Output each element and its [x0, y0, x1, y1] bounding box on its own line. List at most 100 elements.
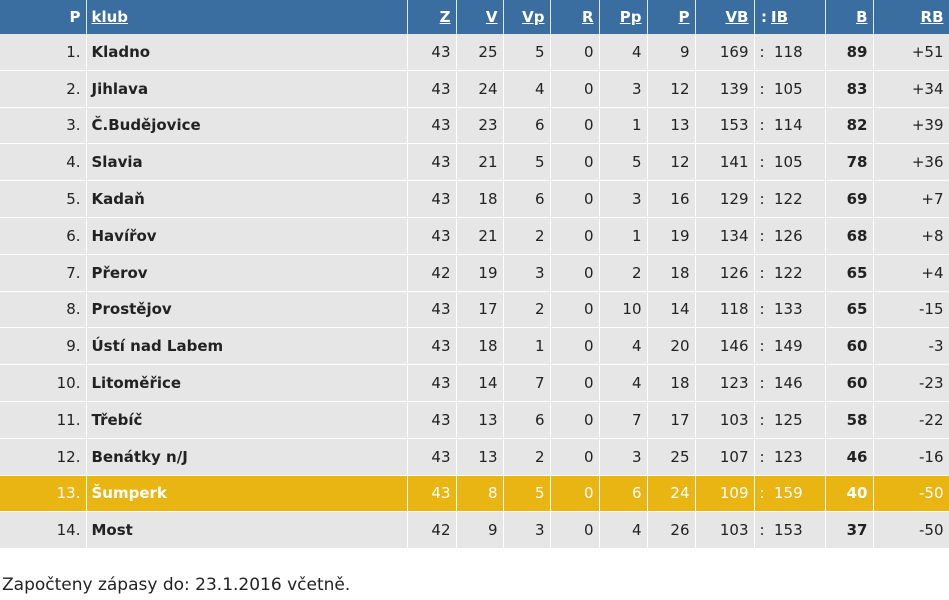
- draws-cell: 0: [550, 217, 600, 255]
- goals-for-cell: 103: [695, 511, 755, 550]
- header-overtime-wins-link[interactable]: Vp: [503, 0, 551, 34]
- club-name-cell: Litoměřice: [86, 364, 408, 402]
- goal-difference-cell: -22: [873, 401, 949, 439]
- wins-cell: 19: [456, 254, 504, 292]
- standings-table: P klub Z V Vp R Pp P VB : IB B RB 1. Klad…: [0, 0, 949, 550]
- goals-against-cell: 122: [769, 180, 826, 218]
- score-separator: :: [754, 291, 769, 329]
- overtime-wins-cell: 2: [503, 438, 551, 476]
- overtime-losses-cell: 4: [599, 364, 648, 402]
- losses-cell: 18: [647, 254, 696, 292]
- club-name-cell: Slavia: [86, 143, 408, 182]
- club-name-cell: Ústí nad Labem: [86, 327, 408, 366]
- goal-difference-cell: +34: [873, 70, 949, 108]
- table-row: 7. Přerov 42 19 3 0 2 18 126:122 65 +4: [0, 254, 949, 292]
- draws-cell: 0: [550, 143, 600, 182]
- overtime-wins-cell: 5: [503, 143, 551, 182]
- losses-cell: 24: [647, 475, 696, 513]
- losses-cell: 14: [647, 291, 696, 329]
- header-goals-for-link[interactable]: VB: [695, 0, 755, 34]
- table-row: 5. Kadaň 43 18 6 0 3 16 129:122 69 +7: [0, 180, 949, 218]
- score-separator: :: [754, 143, 769, 182]
- draws-cell: 0: [550, 34, 600, 71]
- score-separator: :: [754, 475, 769, 513]
- draws-cell: 0: [550, 364, 600, 402]
- overtime-wins-cell: 2: [503, 291, 551, 329]
- club-name-cell: Přerov: [86, 254, 408, 292]
- goal-difference-cell: +39: [873, 107, 949, 145]
- goals-against-cell: 105: [769, 70, 826, 108]
- goals-for-cell: 126: [695, 254, 755, 292]
- games-cell: 43: [407, 143, 457, 182]
- overtime-losses-cell: 4: [599, 327, 648, 366]
- header-draws-link[interactable]: R: [550, 0, 600, 34]
- position-cell: 12.: [0, 438, 87, 476]
- club-name-cell: Kladno: [86, 34, 408, 71]
- overtime-wins-cell: 3: [503, 254, 551, 292]
- wins-cell: 24: [456, 70, 504, 108]
- points-cell: 37: [825, 511, 874, 550]
- table-header-row: P klub Z V Vp R Pp P VB : IB B RB: [0, 0, 949, 34]
- header-goal-difference-link[interactable]: RB: [873, 0, 949, 34]
- points-cell: 65: [825, 254, 874, 292]
- table-row: 2. Jihlava 43 24 4 0 3 12 139:105 83 +34: [0, 70, 949, 108]
- points-cell: 58: [825, 401, 874, 439]
- header-losses-link[interactable]: P: [647, 0, 696, 34]
- draws-cell: 0: [550, 511, 600, 550]
- goal-difference-cell: +36: [873, 143, 949, 182]
- position-cell: 8.: [0, 291, 87, 329]
- position-cell: 4.: [0, 143, 87, 182]
- overtime-wins-cell: 7: [503, 364, 551, 402]
- goals-for-cell: 169: [695, 34, 755, 71]
- club-name-cell: Šumperk: [86, 475, 408, 513]
- goal-difference-cell: +4: [873, 254, 949, 292]
- header-points-link[interactable]: B: [825, 0, 874, 34]
- points-cell: 65: [825, 291, 874, 329]
- losses-cell: 18: [647, 364, 696, 402]
- wins-cell: 13: [456, 438, 504, 476]
- overtime-losses-cell: 4: [599, 34, 648, 71]
- score-separator: :: [754, 401, 769, 439]
- goals-for-cell: 141: [695, 143, 755, 182]
- score-separator: :: [754, 364, 769, 402]
- header-overtime-losses-link[interactable]: Pp: [599, 0, 648, 34]
- table-row: 3. Č.Budějovice 43 23 6 0 1 13 153:114 82 +39: [0, 107, 949, 145]
- overtime-losses-cell: 5: [599, 143, 648, 182]
- club-name-cell: Benátky n/J: [86, 438, 408, 476]
- wins-cell: 18: [456, 180, 504, 218]
- losses-cell: 20: [647, 327, 696, 366]
- draws-cell: 0: [550, 438, 600, 476]
- header-goals-against-link[interactable]: IB: [769, 0, 826, 34]
- table-row: 1. Kladno 43 25 5 0 4 9 169:118 89 +51: [0, 34, 949, 71]
- header-games-link[interactable]: Z: [407, 0, 457, 34]
- club-name-cell: Jihlava: [86, 70, 408, 108]
- goals-against-cell: 105: [769, 143, 826, 182]
- games-cell: 42: [407, 254, 457, 292]
- position-cell: 6.: [0, 217, 87, 255]
- goal-difference-cell: -3: [873, 327, 949, 366]
- goals-for-cell: 146: [695, 327, 755, 366]
- header-colon: :: [754, 0, 769, 34]
- games-cell: 43: [407, 180, 457, 218]
- header-wins-link[interactable]: V: [456, 0, 504, 34]
- draws-cell: 0: [550, 107, 600, 145]
- goals-against-cell: 133: [769, 291, 826, 329]
- losses-cell: 25: [647, 438, 696, 476]
- header-club-link[interactable]: klub: [86, 0, 408, 34]
- goal-difference-cell: +7: [873, 180, 949, 218]
- table-row: 14. Most 42 9 3 0 4 26 103:153 37 -50: [0, 511, 949, 550]
- wins-cell: 9: [456, 511, 504, 550]
- goals-for-cell: 109: [695, 475, 755, 513]
- losses-cell: 9: [647, 34, 696, 71]
- losses-cell: 13: [647, 107, 696, 145]
- goals-against-cell: 126: [769, 217, 826, 255]
- table-row: 13. Šumperk 43 8 5 0 6 24 109:159 40 -50: [0, 475, 949, 513]
- overtime-losses-cell: 7: [599, 401, 648, 439]
- score-separator: :: [754, 438, 769, 476]
- points-cell: 89: [825, 34, 874, 71]
- games-cell: 43: [407, 327, 457, 366]
- goal-difference-cell: -50: [873, 511, 949, 550]
- games-cell: 43: [407, 217, 457, 255]
- games-cell: 43: [407, 34, 457, 71]
- table-row: 9. Ústí nad Labem 43 18 1 0 4 20 146:149 60 -3: [0, 327, 949, 366]
